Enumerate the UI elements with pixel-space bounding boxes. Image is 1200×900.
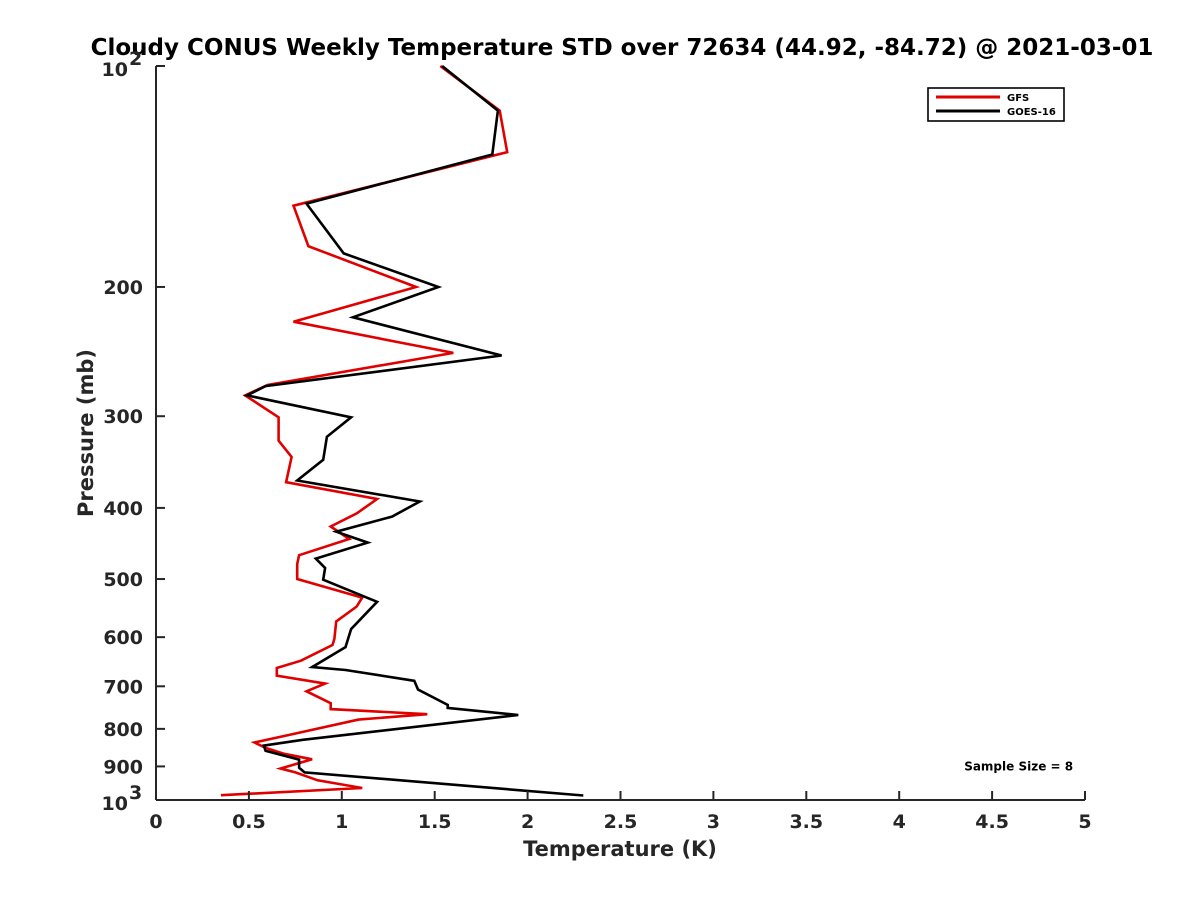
y-tick-label: 500: [103, 569, 143, 591]
y-tick-label: 600: [103, 627, 143, 649]
y-tick-label: 800: [103, 719, 143, 741]
x-tick-label: 0: [149, 811, 162, 833]
y-tick-label: 400: [103, 498, 143, 520]
x-tick-label: 4.5: [975, 811, 1009, 833]
x-axis-label: Temperature (K): [523, 837, 717, 861]
series-line-goes16: [243, 64, 584, 797]
y-tick-label-exponent: 2: [129, 48, 142, 70]
x-tick-label: 2.5: [604, 811, 638, 833]
series-layer: [220, 64, 584, 797]
y-tick-label-power: 10: [102, 793, 128, 815]
y-tick-label: 300: [103, 406, 143, 428]
x-tick-label: 0.5: [232, 811, 266, 833]
legend-label-gfs: GFS: [1007, 93, 1029, 104]
y-tick-label-exponent: 3: [129, 782, 142, 804]
x-tick-label: 2: [521, 811, 534, 833]
x-tick-label: 5: [1078, 811, 1091, 833]
chart-title: Cloudy CONUS Weekly Temperature STD over…: [91, 35, 1154, 61]
y-tick-label: 700: [103, 676, 143, 698]
y-tick-label: 200: [103, 277, 143, 299]
x-tick-label: 3.5: [789, 811, 823, 833]
sample-size-annotation: Sample Size = 8: [964, 759, 1073, 773]
y-tick-label: 900: [103, 756, 143, 778]
x-tick-label: 1.5: [418, 811, 452, 833]
legend-label-goes16: GOES-16: [1007, 107, 1056, 118]
x-tick-label: 3: [707, 811, 720, 833]
legend-box: [927, 87, 1065, 122]
axes-layer: 0 0.5 1 1.5 2 2.5 3 3.5 4 4.5 5 200 300 400 500 600 700 8…: [102, 48, 1092, 833]
x-tick-label: 4: [893, 811, 906, 833]
y-axis-label: Pressure (mb): [74, 349, 98, 517]
series-line-gfs: [220, 64, 509, 797]
y-tick-label-power: 10: [102, 59, 128, 81]
legend: GFS GOES-16: [927, 87, 1065, 122]
x-tick-label: 1: [335, 811, 348, 833]
